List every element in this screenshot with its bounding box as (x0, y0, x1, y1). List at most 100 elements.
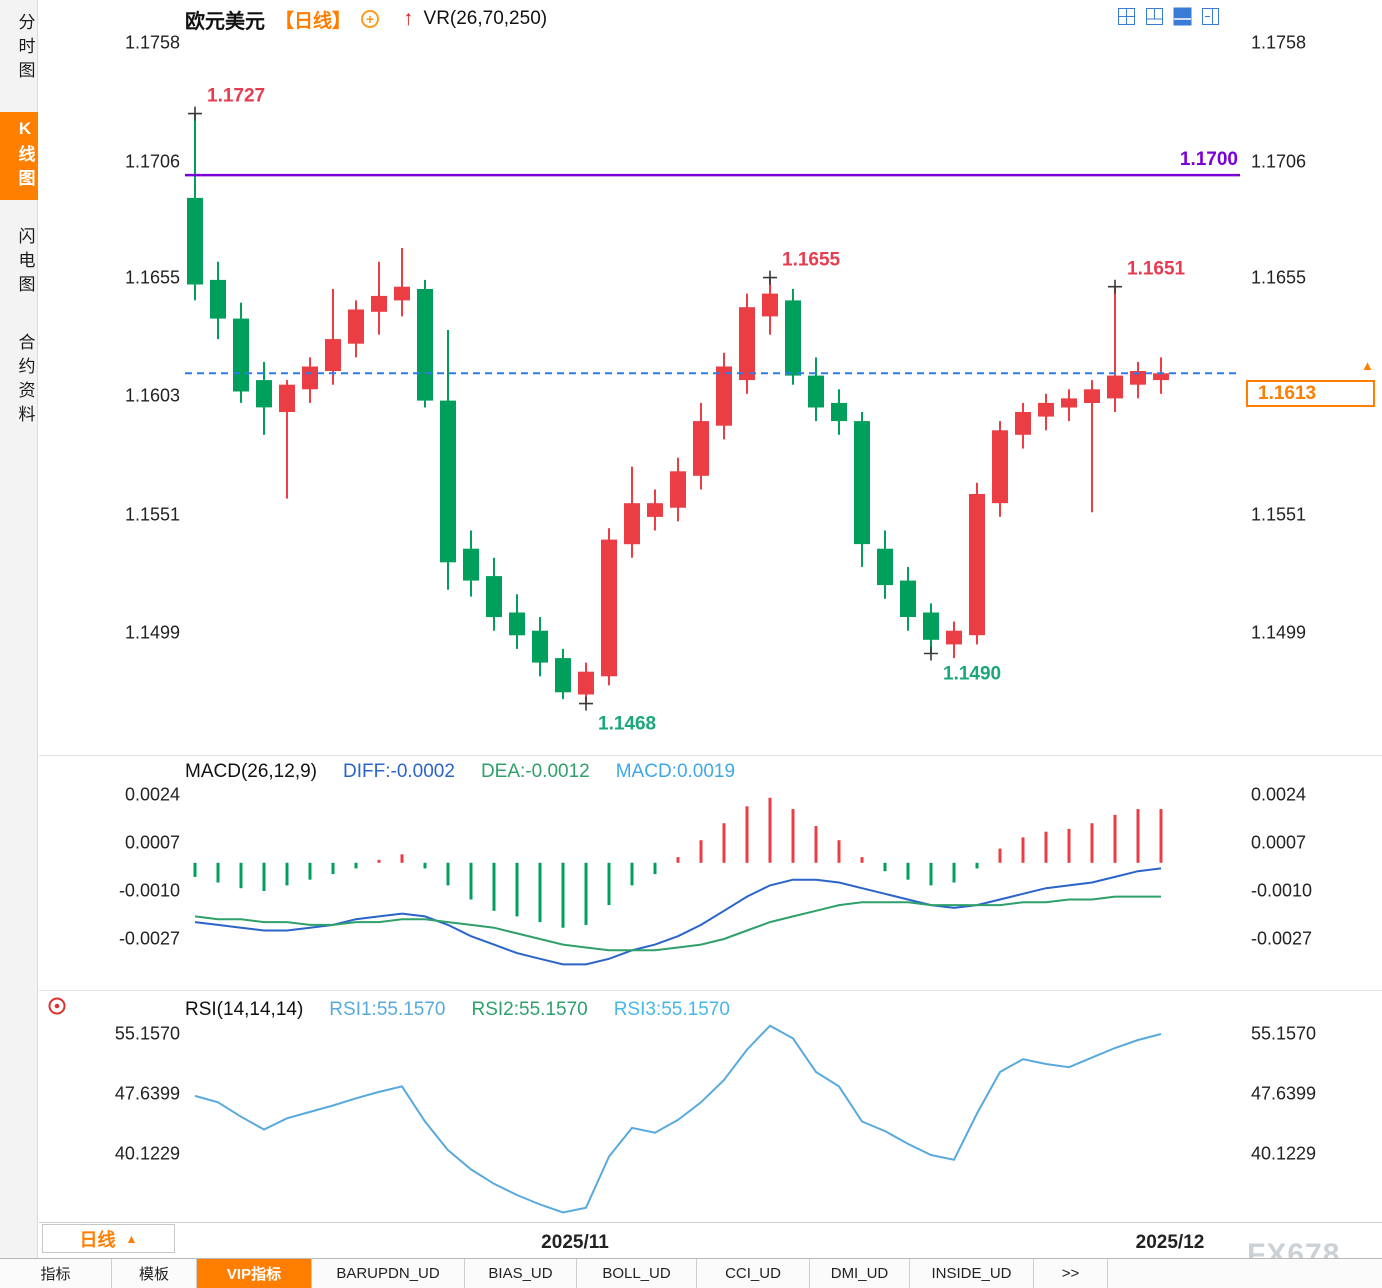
candle-body (923, 612, 939, 640)
candle-body (325, 339, 341, 371)
macd-hist-value: MACD:0.0019 (615, 761, 736, 782)
candle-body (739, 307, 755, 381)
layout-split-icon[interactable] (1201, 7, 1220, 26)
period-selector-label: 日线 (79, 1229, 116, 1250)
macd-panel-header: MACD(26,12,9) DIFF:-0.0002 DEA:-0.0012 M… (185, 760, 735, 784)
candle-body (486, 576, 502, 618)
price-up-arrow-icon: ▲ (1361, 358, 1374, 373)
candle-body (578, 671, 594, 695)
macd-dea-value: DEA:-0.0012 (480, 761, 590, 782)
candle-body (1061, 398, 1077, 408)
tab-templates[interactable]: 模板 (112, 1259, 197, 1288)
x-axis-label: 2025/11 (541, 1232, 609, 1253)
symbol-name: 欧元美元 (185, 10, 265, 33)
annotation-marker (1108, 279, 1122, 294)
last-price-tag: 1.1613 (1246, 380, 1375, 407)
period-selector[interactable]: 日线 ▲ (42, 1224, 175, 1253)
sidebar-item-time-chart[interactable]: 分时图 (15, 13, 35, 85)
vr-indicator-label: VR(26,70,250) (423, 8, 548, 29)
y-axis-label: 0.0024 (1251, 784, 1307, 805)
y-axis-label: 40.1229 (1251, 1143, 1317, 1164)
layout-active-icon[interactable] (1173, 7, 1192, 26)
sidebar-item-lightning-chart[interactable]: 闪电图 (15, 227, 35, 299)
annotation-label: 1.1468 (598, 714, 656, 735)
y-axis-label: 55.1570 (1251, 1023, 1317, 1044)
tab-dmi[interactable]: DMI_UD (810, 1259, 910, 1288)
y-axis-label: 47.6399 (1251, 1083, 1317, 1104)
candle-body (831, 402, 847, 422)
y-axis-label: 0.0007 (1251, 832, 1307, 853)
annotation-label: 1.1490 (943, 664, 1001, 685)
layout-quad-icon[interactable] (1117, 7, 1136, 26)
candle-body (555, 658, 571, 693)
y-axis-label: 55.1570 (114, 1023, 180, 1044)
candle-body (210, 279, 226, 319)
candle-body (1107, 375, 1123, 399)
candle-body (1015, 412, 1031, 435)
sidebar-item-kline-chart[interactable]: K线图 (0, 112, 38, 200)
sidebar-item-contract-info[interactable]: 合约资料 (15, 333, 35, 429)
candle-body (877, 548, 893, 586)
y-axis-label: 1.1655 (1251, 267, 1307, 288)
tab-cci[interactable]: CCI_UD (697, 1259, 810, 1288)
tab-boll[interactable]: BOLL_UD (577, 1259, 697, 1288)
tab-bias[interactable]: BIAS_UD (465, 1259, 577, 1288)
tab-indicators[interactable]: 指标 (0, 1259, 112, 1288)
candle-body (509, 612, 525, 636)
candle-body (348, 309, 364, 344)
candle-body (1038, 402, 1054, 417)
y-axis-label: 1.1499 (124, 622, 180, 643)
y-axis-label: 1.1758 (124, 32, 180, 53)
candle-body (1084, 389, 1100, 403)
candle-body (440, 400, 456, 563)
rsi-title: RSI(14,14,14) (185, 999, 304, 1020)
tab-more[interactable]: >> (1034, 1259, 1108, 1288)
candle-body (854, 421, 870, 545)
candle-body (716, 366, 732, 426)
annotation-label: 1.1727 (207, 86, 265, 107)
panel-divider (39, 990, 1382, 991)
y-axis-label: 1.1655 (124, 267, 180, 288)
y-axis-label: 1.1499 (1251, 622, 1307, 643)
layout-grid-icon[interactable] (1145, 7, 1164, 26)
candle-body (1153, 373, 1169, 381)
tab-barupdn[interactable]: BARUPDN_UD (312, 1259, 465, 1288)
annotation-marker (924, 646, 938, 661)
tab-inside[interactable]: INSIDE_UD (910, 1259, 1034, 1288)
candle-body (601, 539, 617, 677)
red-up-arrow-icon: ↑ (403, 7, 414, 30)
candle-body (256, 380, 272, 408)
y-axis-label: 1.1706 (1251, 151, 1307, 171)
tab-vip-indicators[interactable]: VIP指标 (197, 1259, 312, 1288)
y-axis-label: 1.1551 (124, 504, 180, 524)
y-axis-label: 1.1706 (124, 151, 180, 171)
y-axis-label: -0.0027 (118, 928, 180, 949)
annotation-label: 1.1655 (782, 250, 841, 271)
diff-line (194, 867, 1162, 966)
candle-body (302, 366, 318, 390)
candle-body (969, 494, 985, 636)
chart-layout-toolbar (1117, 7, 1220, 26)
candle-body (624, 503, 640, 545)
y-axis-label: 0.0024 (124, 784, 180, 805)
candle-body (532, 630, 548, 663)
period-label: 【日线】 (275, 10, 352, 32)
candle-body (1130, 371, 1146, 385)
candle-body (808, 375, 824, 408)
add-indicator-icon[interactable]: + (361, 10, 380, 28)
rsi-settings-icon[interactable] (46, 995, 68, 1022)
candle-body (417, 289, 433, 401)
candle-body (992, 430, 1008, 504)
y-axis-label: -0.0027 (1251, 928, 1313, 949)
chart-header: 欧元美元 【日线】 + ↑ VR(26,70,250) (185, 5, 547, 33)
chart-bottom-divider (39, 1222, 1382, 1223)
macd-title: MACD(26,12,9) (185, 761, 317, 782)
candle-body (463, 548, 479, 581)
y-axis-label: 40.1229 (114, 1143, 180, 1164)
annotation-label: 1.1651 (1127, 259, 1186, 280)
candle-body (670, 471, 686, 508)
y-axis-label: 1.1603 (124, 385, 180, 406)
